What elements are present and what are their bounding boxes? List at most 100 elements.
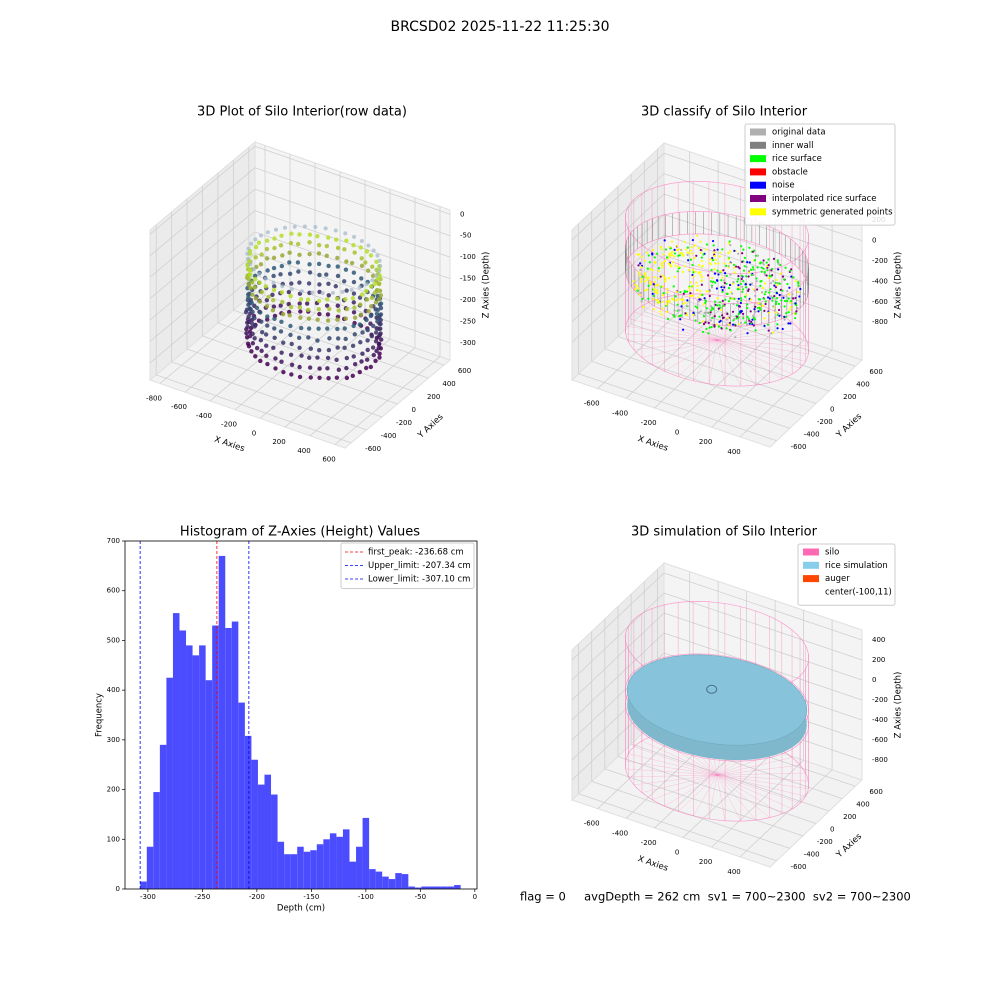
decor-point — [773, 309, 777, 312]
decor-point — [697, 271, 700, 275]
decor-point — [734, 336, 737, 339]
decor-wire — [716, 339, 783, 380]
decor-point — [756, 254, 759, 257]
decor-point — [699, 290, 702, 293]
decor-point — [307, 232, 313, 237]
decor-point — [747, 289, 750, 293]
decor-point — [279, 290, 285, 295]
decor-point — [721, 248, 724, 251]
decor-point — [374, 259, 379, 265]
bar — [205, 680, 213, 889]
decor-point — [729, 329, 732, 332]
decor-point — [363, 288, 369, 294]
decor-point — [746, 315, 749, 318]
decor-point — [705, 243, 709, 246]
decor-point — [280, 253, 285, 258]
grid-line — [604, 348, 803, 417]
decor-point — [359, 256, 364, 261]
bar — [349, 861, 357, 889]
decor-point — [297, 232, 302, 237]
z-tick-label: -400 — [872, 277, 888, 285]
bar — [192, 655, 200, 889]
panel-title: 3D Plot of Silo Interior(row data) — [197, 105, 407, 120]
decor-point — [723, 262, 726, 265]
decor-point — [696, 306, 699, 309]
decor-wire — [641, 740, 718, 776]
x-tick-label: 0 — [675, 429, 679, 437]
decor-point — [653, 260, 656, 264]
decor-point — [754, 254, 758, 257]
decor-point — [734, 324, 737, 327]
decor-point — [335, 255, 340, 261]
decor-point — [794, 302, 797, 305]
decor-point — [258, 358, 263, 364]
decor-point — [727, 286, 731, 290]
decor-point — [265, 361, 270, 367]
bar — [421, 886, 428, 889]
decor-point — [366, 309, 371, 314]
decor-point — [317, 289, 322, 295]
decor-wire — [628, 339, 718, 343]
decor-point — [316, 347, 322, 353]
decor-point — [334, 375, 340, 380]
decor-point — [684, 301, 687, 304]
decor-point — [352, 361, 358, 367]
decor-point — [686, 305, 689, 308]
decor-point — [670, 250, 674, 253]
decor-point — [733, 249, 736, 252]
decor-point — [313, 225, 318, 230]
z-tick-label: -100 — [460, 253, 476, 261]
decor-point — [765, 261, 768, 264]
y-tick-label: 200 — [107, 786, 120, 794]
decor-point — [327, 306, 332, 312]
decor-point — [317, 375, 322, 381]
decor-point — [743, 265, 746, 268]
decor-point — [297, 252, 302, 258]
decor-point — [307, 262, 312, 267]
decor-point — [722, 279, 726, 282]
decor-point — [771, 299, 774, 302]
decor-point — [796, 290, 800, 294]
decor-wire — [641, 339, 718, 358]
decor-point — [326, 281, 331, 287]
decor-point — [279, 263, 285, 269]
decor-point — [754, 305, 757, 308]
decor-point — [761, 286, 765, 290]
decor-point — [692, 268, 695, 271]
decor-point — [739, 310, 742, 313]
decor-point — [767, 329, 770, 332]
y-tick-label: 600 — [107, 587, 120, 595]
decor-point — [719, 270, 723, 273]
decor-point — [746, 303, 749, 306]
decor-point — [358, 312, 364, 318]
decor-point — [749, 268, 753, 271]
grid-line — [571, 234, 665, 323]
decor-point — [700, 283, 703, 286]
decor-point — [351, 279, 357, 285]
decor-point — [357, 285, 362, 290]
plot-frame — [124, 540, 478, 890]
y-tick-label: 0 — [830, 826, 834, 834]
legend-label: silo — [825, 548, 839, 558]
decor-point — [325, 318, 331, 323]
decor-point — [701, 264, 704, 267]
decor-point — [673, 252, 677, 255]
y-tick-label: 400 — [442, 380, 455, 388]
x-tick-label: -200 — [641, 839, 657, 847]
y-tick-label: 0 — [830, 406, 834, 414]
decor-point — [707, 321, 710, 324]
legend-box — [340, 542, 475, 589]
decor-point — [351, 323, 356, 329]
decor-point — [316, 298, 322, 304]
decor-point — [325, 312, 331, 317]
decor-point — [272, 326, 277, 331]
legend-swatch — [750, 155, 766, 163]
decor-wire — [716, 339, 742, 387]
bar — [244, 735, 252, 889]
decor-point — [737, 277, 740, 281]
decor-point — [721, 299, 724, 302]
decor-point — [252, 336, 257, 341]
decor-point — [248, 325, 254, 331]
decor-point — [727, 242, 731, 245]
decor-point — [683, 240, 686, 243]
